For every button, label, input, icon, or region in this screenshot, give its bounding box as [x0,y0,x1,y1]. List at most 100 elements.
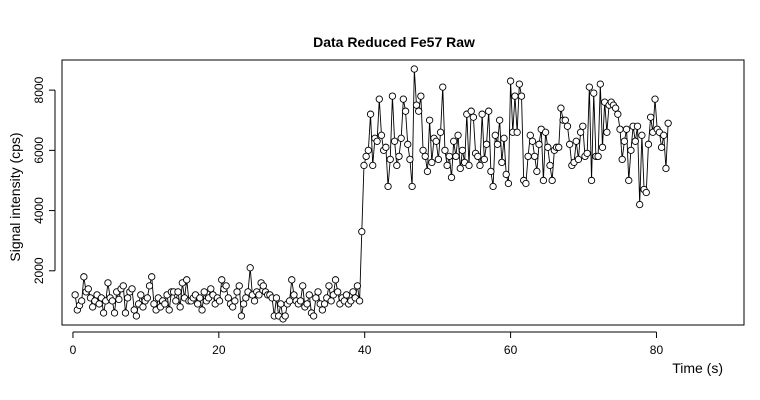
data-point [299,282,307,290]
data-point [314,288,322,296]
data-point [128,285,136,293]
data-point [364,146,372,154]
data-point [355,297,364,305]
data-point [395,152,403,161]
data-point [480,155,488,164]
data-point [465,161,473,170]
data-point [662,164,670,173]
data-point [349,288,357,296]
data-point [421,152,429,161]
data-point [305,291,313,299]
data-point [237,312,246,320]
data-point [121,309,130,317]
data-point [456,164,464,173]
data-point [611,104,620,112]
data-point [229,303,237,311]
data-point [504,179,513,188]
data-point [515,80,523,88]
data-point [546,161,554,170]
data-point [500,134,508,142]
data-point [423,167,432,176]
data-point [576,128,585,136]
data-point [441,146,449,154]
data-point [309,312,318,320]
data-point [119,282,127,290]
data-point [660,131,668,139]
data-point [585,83,594,91]
data-point [246,264,254,272]
data-point [353,282,362,290]
x-tick-label: 80 [650,343,664,357]
data-point [242,294,250,302]
y-tick-label: 4000 [32,197,46,224]
data-point [566,140,574,148]
data-point [285,297,294,305]
data-point [417,92,425,100]
data-point [224,294,232,302]
data-point [633,122,642,130]
data-point [384,182,392,191]
data-point [362,152,370,161]
data-point [452,152,460,161]
data-point [506,77,515,85]
data-point [143,294,151,302]
data-point [493,140,502,148]
y-tick-label: 6000 [32,137,46,164]
data-point [638,131,646,139]
data-point [404,140,412,148]
data-point [312,294,320,302]
data-point [598,143,607,151]
data-point [531,152,539,161]
data-point [331,276,340,284]
data-point [165,306,173,314]
data-point [161,300,169,308]
data-point [594,152,602,161]
data-point [148,273,156,281]
data-point [432,137,440,145]
data-point [445,152,453,161]
data-point [579,122,587,130]
data-point [467,107,475,115]
x-axis: 0 20 40 60 80 [70,331,664,357]
data-point [231,297,239,305]
data-point [627,146,635,154]
data-point [272,294,281,302]
data-point [539,176,548,185]
data-point [436,128,445,136]
data-point [194,300,202,308]
x-tick-label: 0 [70,343,77,357]
data-point [130,306,138,314]
data-point [255,291,263,299]
data-point [651,95,659,103]
data-point [513,128,521,136]
x-tick-label: 40 [358,343,372,357]
data-point [485,107,493,115]
data-point [95,300,103,308]
data-point [369,161,377,170]
series-points [71,65,672,323]
data-point [78,297,86,305]
data-point [620,137,629,145]
data-point [603,128,611,136]
data-point [644,140,653,148]
data-point [200,288,208,296]
data-point [303,300,311,308]
x-axis-label: Time (s) [672,360,723,376]
data-point [498,158,506,167]
data-point [476,161,484,170]
data-point [590,89,598,97]
data-point [235,282,243,290]
data-point [80,273,88,281]
data-point [482,140,491,148]
data-point [174,288,182,296]
data-point [443,161,451,170]
data-point [406,155,414,164]
data-point [646,113,655,121]
data-point [196,294,204,302]
data-point [495,116,504,124]
x-tick-label: 20 [212,343,226,357]
data-point [150,300,158,308]
data-point [511,92,519,100]
data-point [390,137,399,145]
